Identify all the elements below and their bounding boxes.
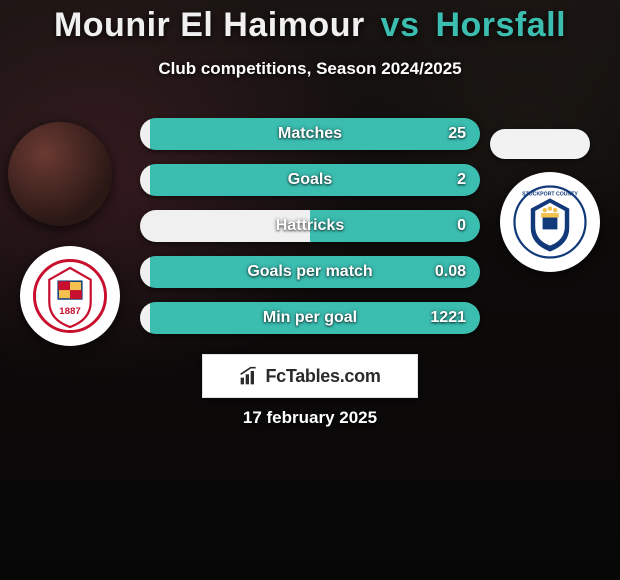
stat-rows: Matches25 Goals2 Hattricks0 Goals per match…	[140, 118, 480, 334]
date-label: 17 february 2025	[0, 408, 620, 428]
stat-label: Matches	[140, 118, 480, 150]
svg-text:1887: 1887	[59, 306, 80, 317]
stat-value-right: 0.08	[435, 256, 466, 288]
svg-text:STOCKPORT COUNTY: STOCKPORT COUNTY	[522, 191, 578, 197]
club-crest-right: STOCKPORT COUNTY	[500, 172, 600, 272]
branding-badge: FcTables.com	[202, 354, 418, 398]
stat-row: Min per goal1221	[140, 302, 480, 334]
stat-row: Hattricks0	[140, 210, 480, 242]
stat-label: Hattricks	[140, 210, 480, 242]
bar-chart-icon	[239, 366, 259, 386]
stockport-crest-icon: STOCKPORT COUNTY	[513, 185, 587, 259]
stat-value-right: 0	[457, 210, 466, 242]
stat-value-right: 2	[457, 164, 466, 196]
player1-avatar	[8, 122, 112, 226]
stat-value-right: 1221	[430, 302, 466, 334]
stat-label: Goals	[140, 164, 480, 196]
stat-row: Goals2	[140, 164, 480, 196]
stat-value-right: 25	[448, 118, 466, 150]
stat-row: Goals per match0.08	[140, 256, 480, 288]
subtitle: Club competitions, Season 2024/2025	[0, 59, 620, 79]
compare-area: 1887 STOCKPORT COUNTY Matches25 Goals2 Hat…	[0, 112, 620, 352]
barnsley-crest-icon: 1887	[33, 259, 107, 333]
stat-row: Matches25	[140, 118, 480, 150]
branding-text: FcTables.com	[265, 366, 380, 387]
player2-name: Horsfall	[435, 6, 566, 44]
stat-label: Min per goal	[140, 302, 480, 334]
club-crest-left: 1887	[20, 246, 120, 346]
vs-separator: vs	[381, 6, 420, 44]
content: Mounir El Haimour vs Horsfall Club compe…	[0, 0, 620, 580]
player2-avatar	[490, 129, 590, 159]
player1-name: Mounir El Haimour	[54, 6, 365, 44]
stat-label: Goals per match	[140, 256, 480, 288]
page-title: Mounir El Haimour vs Horsfall	[0, 6, 620, 45]
